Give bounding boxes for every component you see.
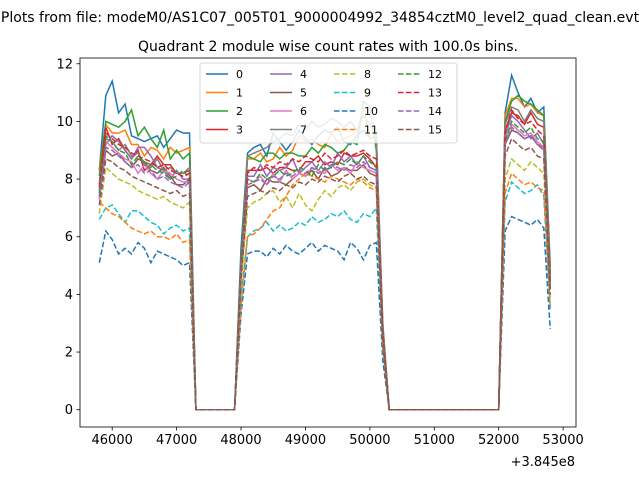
- y-tick-label: 0: [65, 403, 73, 418]
- x-tick-label: 52000: [478, 433, 519, 448]
- legend-label-4: 4: [300, 68, 307, 81]
- y-tick-label: 2: [65, 346, 73, 361]
- legend-label-10: 10: [364, 105, 378, 118]
- legend-box: [199, 62, 458, 144]
- legend-label-3: 3: [236, 124, 243, 137]
- legend-label-15: 15: [428, 124, 442, 137]
- figure-suptitle: Plots from file: modeM0/AS1C07_005T01_90…: [1, 10, 640, 26]
- legend-label-9: 9: [364, 87, 371, 100]
- legend-label-0: 0: [236, 68, 243, 81]
- legend-label-8: 8: [364, 68, 371, 81]
- legend-label-13: 13: [428, 87, 442, 100]
- x-offset-label: +3.845e8: [511, 455, 575, 470]
- x-tick-label: 51000: [414, 433, 455, 448]
- axes: 46000 47000 48000 49000 50000 51000 52000 53000…: [56, 57, 583, 448]
- x-tick-label: 46000: [92, 433, 133, 448]
- series-line-11: [98, 171, 551, 411]
- legend-label-12: 12: [428, 68, 442, 81]
- legend-label-6: 6: [300, 105, 307, 118]
- x-tick-label: 48000: [220, 433, 261, 448]
- y-tick-label: 6: [65, 230, 73, 245]
- y-tick-label: 8: [65, 173, 73, 188]
- x-tick-label: 50000: [349, 433, 390, 448]
- legend-label-11: 11: [364, 124, 378, 137]
- x-tick-label: 49000: [285, 433, 326, 448]
- axes-frame: [79, 57, 577, 428]
- legend-label-2: 2: [236, 105, 243, 118]
- legend-label-14: 14: [428, 105, 442, 118]
- y-tick-label: 4: [65, 288, 73, 303]
- x-tick-label: 47000: [156, 433, 197, 448]
- legend-label-1: 1: [236, 87, 243, 100]
- legend-label-7: 7: [300, 124, 307, 137]
- y-tick-label: 10: [56, 115, 73, 130]
- plot-area: [98, 72, 551, 411]
- series-line-15: [98, 137, 551, 411]
- y-tick-label: 12: [56, 57, 73, 72]
- x-tick-label: 53000: [542, 433, 583, 448]
- legend-label-5: 5: [300, 87, 307, 100]
- chart-title: Quadrant 2 module wise count rates with …: [138, 39, 518, 55]
- series-line-12: [98, 120, 551, 411]
